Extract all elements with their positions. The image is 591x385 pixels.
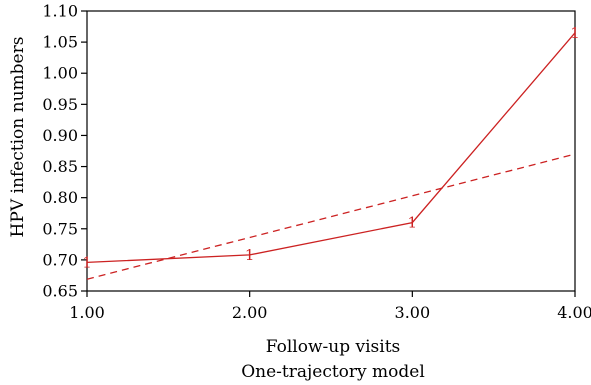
data-point: 1 <box>82 253 92 271</box>
y-tick-label: 0.90 <box>42 126 78 145</box>
trend-line-dashed <box>86 153 576 280</box>
y-tick-label: 0.80 <box>42 188 78 207</box>
x-tick-label: 2.00 <box>232 303 268 322</box>
y-tick-label: 1.00 <box>42 64 78 83</box>
series-layer: 1 1 1 1 <box>82 24 580 280</box>
data-point: 1 <box>245 246 255 264</box>
x-axis-title: Follow-up visits <box>266 337 401 357</box>
y-tick-label: 1.10 <box>42 2 78 21</box>
x-tick-label: 3.00 <box>395 303 431 322</box>
data-point: 1 <box>408 214 418 232</box>
y-tick-label: 0.65 <box>42 282 78 301</box>
y-tick-label: 0.85 <box>42 157 78 176</box>
plot-frame <box>86 10 576 292</box>
x-tick-label: 4.00 <box>557 303 591 322</box>
y-tick-label: 0.75 <box>42 219 78 238</box>
y-axis-title: HPV infection numbers <box>8 37 28 238</box>
x-axis: 1.00 2.00 3.00 4.00 <box>69 291 591 322</box>
chart-caption: One-trajectory model <box>241 362 425 382</box>
y-tick-label: 0.70 <box>42 250 78 269</box>
observed-line <box>86 32 576 264</box>
y-tick-label: 0.95 <box>42 95 78 114</box>
y-axis: 0.65 0.70 0.75 0.80 0.85 0.90 0.95 1.00 1.05 1.10 <box>42 2 87 301</box>
x-tick-label: 1.00 <box>69 303 105 322</box>
y-tick-label: 1.05 <box>42 33 78 52</box>
data-point: 1 <box>570 24 580 42</box>
